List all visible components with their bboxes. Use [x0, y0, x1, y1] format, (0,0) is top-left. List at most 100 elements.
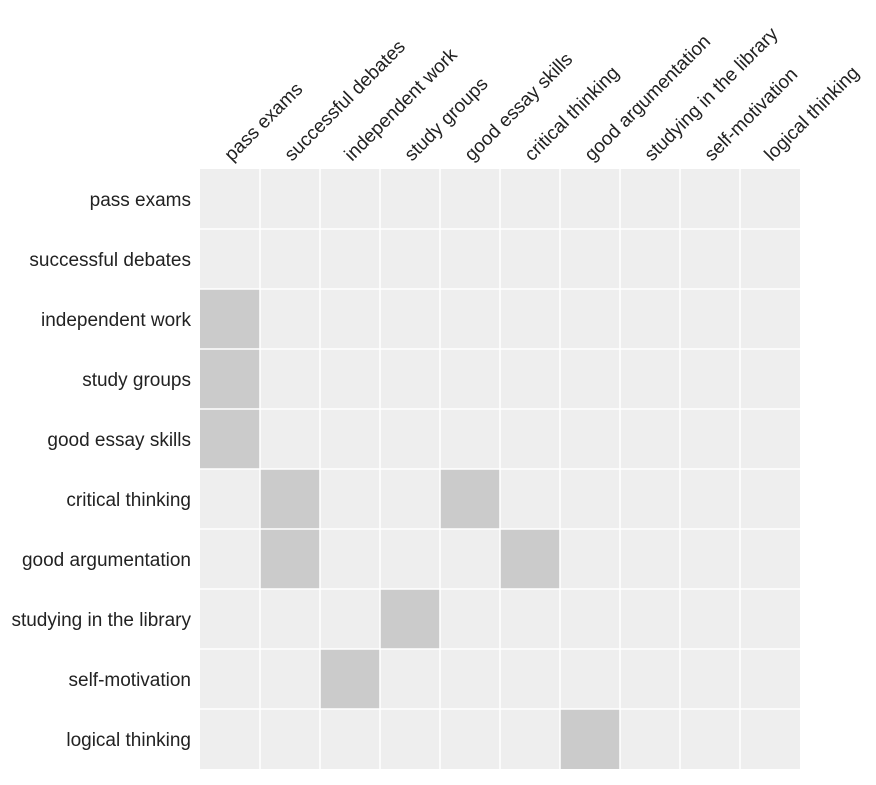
row-labels: pass exams successful debates independent … [11, 190, 191, 751]
matrix-cell-successful-debates--independent-work-empty [320, 229, 380, 289]
matrix-cell-good-essay-skills--good-essay-skills-empty [440, 409, 500, 469]
row-label-independent-work: independent work [41, 310, 191, 331]
matrix-cell-self-motivation--studying-in-the-library-empty [620, 649, 680, 709]
row-label-logical-thinking: logical thinking [66, 730, 191, 751]
matrix-cell-study-groups--pass-exams-filled [200, 349, 260, 409]
row-label-pass-exams: pass exams [90, 190, 191, 211]
matrix-cell-logical-thinking--pass-exams-empty [200, 709, 260, 769]
matrix-cell-independent-work--self-motivation-empty [680, 289, 740, 349]
matrix-cell-study-groups--logical-thinking-empty [740, 349, 800, 409]
matrix-cell-studying-in-the-library--good-argumentation-empty [560, 589, 620, 649]
matrix-cell-studying-in-the-library--independent-work-empty [320, 589, 380, 649]
matrix-cell-independent-work--studying-in-the-library-empty [620, 289, 680, 349]
matrix-cell-study-groups--critical-thinking-empty [500, 349, 560, 409]
matrix-cell-pass-exams--study-groups-empty [380, 169, 440, 229]
matrix-cell-self-motivation--self-motivation-empty [680, 649, 740, 709]
matrix-cell-good-argumentation--successful-debates-filled [260, 529, 320, 589]
matrix-cell-self-motivation--good-argumentation-empty [560, 649, 620, 709]
row-label-studying-in-the-library: studying in the library [11, 610, 191, 631]
matrix-cell-self-motivation--study-groups-empty [380, 649, 440, 709]
matrix-cell-successful-debates--study-groups-empty [380, 229, 440, 289]
matrix-cell-studying-in-the-library--good-essay-skills-empty [440, 589, 500, 649]
matrix-cell-successful-debates--good-argumentation-empty [560, 229, 620, 289]
matrix-cell-critical-thinking--logical-thinking-empty [740, 469, 800, 529]
matrix-cell-study-groups--independent-work-empty [320, 349, 380, 409]
matrix-cell-good-argumentation--logical-thinking-empty [740, 529, 800, 589]
matrix-cell-study-groups--study-groups-empty [380, 349, 440, 409]
matrix-cell-self-motivation--independent-work-filled [320, 649, 380, 709]
matrix-grid-lines [200, 169, 800, 769]
matrix-cell-good-essay-skills--critical-thinking-empty [500, 409, 560, 469]
matrix-cell-pass-exams--good-argumentation-empty [560, 169, 620, 229]
matrix-cell-successful-debates--critical-thinking-empty [500, 229, 560, 289]
matrix-cell-pass-exams--studying-in-the-library-empty [620, 169, 680, 229]
matrix-cell-good-argumentation--independent-work-empty [320, 529, 380, 589]
row-label-critical-thinking: critical thinking [66, 490, 191, 511]
matrix-cell-study-groups--self-motivation-empty [680, 349, 740, 409]
matrix-cell-critical-thinking--good-argumentation-empty [560, 469, 620, 529]
matrix-cell-study-groups--good-argumentation-empty [560, 349, 620, 409]
matrix-cell-critical-thinking--good-essay-skills-filled [440, 469, 500, 529]
matrix-cell-self-motivation--pass-exams-empty [200, 649, 260, 709]
row-label-self-motivation: self-motivation [69, 670, 192, 691]
matrix-cell-good-essay-skills--self-motivation-empty [680, 409, 740, 469]
row-label-successful-debates: successful debates [29, 250, 191, 271]
matrix-cell-critical-thinking--successful-debates-filled [260, 469, 320, 529]
matrix-cell-independent-work--good-essay-skills-empty [440, 289, 500, 349]
matrix-cell-pass-exams--independent-work-empty [320, 169, 380, 229]
matrix-cell-logical-thinking--critical-thinking-empty [500, 709, 560, 769]
matrix-cell-independent-work--pass-exams-filled [200, 289, 260, 349]
matrix-cell-self-motivation--critical-thinking-empty [500, 649, 560, 709]
matrix-cell-logical-thinking--successful-debates-empty [260, 709, 320, 769]
matrix-cell-logical-thinking--studying-in-the-library-empty [620, 709, 680, 769]
matrix-cell-good-essay-skills--successful-debates-empty [260, 409, 320, 469]
matrix-cell-pass-exams--good-essay-skills-empty [440, 169, 500, 229]
matrix-cell-independent-work--study-groups-empty [380, 289, 440, 349]
matrix-cell-successful-debates--pass-exams-empty [200, 229, 260, 289]
matrix-cell-critical-thinking--studying-in-the-library-empty [620, 469, 680, 529]
matrix-cell-logical-thinking--logical-thinking-empty [740, 709, 800, 769]
matrix-cell-self-motivation--good-essay-skills-empty [440, 649, 500, 709]
matrix-cell-pass-exams--logical-thinking-empty [740, 169, 800, 229]
matrix-cell-critical-thinking--critical-thinking-empty [500, 469, 560, 529]
matrix-cell-studying-in-the-library--studying-in-the-library-empty [620, 589, 680, 649]
matrix-cell-pass-exams--critical-thinking-empty [500, 169, 560, 229]
column-label-independent-work: independent work [341, 44, 462, 165]
matrix-cell-good-essay-skills--pass-exams-filled [200, 409, 260, 469]
matrix-cell-studying-in-the-library--study-groups-filled [380, 589, 440, 649]
matrix-cell-critical-thinking--pass-exams-empty [200, 469, 260, 529]
matrix-cell-independent-work--logical-thinking-empty [740, 289, 800, 349]
row-label-good-argumentation: good argumentation [22, 550, 191, 571]
matrix-cell-critical-thinking--independent-work-empty [320, 469, 380, 529]
matrix-cell-good-essay-skills--logical-thinking-empty [740, 409, 800, 469]
matrix-cell-pass-exams--pass-exams-empty [200, 169, 260, 229]
matrix-cells [200, 169, 800, 769]
matrix-cell-study-groups--studying-in-the-library-empty [620, 349, 680, 409]
matrix-cell-successful-debates--studying-in-the-library-empty [620, 229, 680, 289]
matrix-cell-good-argumentation--pass-exams-empty [200, 529, 260, 589]
matrix-cell-good-argumentation--good-argumentation-empty [560, 529, 620, 589]
matrix-cell-good-essay-skills--independent-work-empty [320, 409, 380, 469]
matrix-cell-successful-debates--logical-thinking-empty [740, 229, 800, 289]
matrix-cell-studying-in-the-library--self-motivation-empty [680, 589, 740, 649]
matrix-cell-logical-thinking--good-argumentation-filled [560, 709, 620, 769]
matrix-cell-study-groups--successful-debates-empty [260, 349, 320, 409]
matrix-cell-studying-in-the-library--pass-exams-empty [200, 589, 260, 649]
column-label-good-essay-skills: good essay skills [461, 49, 577, 165]
matrix-cell-self-motivation--logical-thinking-empty [740, 649, 800, 709]
matrix-cell-logical-thinking--self-motivation-empty [680, 709, 740, 769]
matrix-cell-good-essay-skills--study-groups-empty [380, 409, 440, 469]
matrix-cell-good-essay-skills--good-argumentation-empty [560, 409, 620, 469]
matrix-cell-good-argumentation--critical-thinking-filled [500, 529, 560, 589]
matrix-cell-logical-thinking--good-essay-skills-empty [440, 709, 500, 769]
row-label-good-essay-skills: good essay skills [47, 430, 191, 451]
matrix-cell-good-argumentation--studying-in-the-library-empty [620, 529, 680, 589]
matrix-cell-successful-debates--self-motivation-empty [680, 229, 740, 289]
matrix-cell-critical-thinking--study-groups-empty [380, 469, 440, 529]
matrix-cell-good-argumentation--study-groups-empty [380, 529, 440, 589]
matrix-cell-logical-thinking--study-groups-empty [380, 709, 440, 769]
matrix-cell-logical-thinking--independent-work-empty [320, 709, 380, 769]
matrix-cell-independent-work--successful-debates-empty [260, 289, 320, 349]
